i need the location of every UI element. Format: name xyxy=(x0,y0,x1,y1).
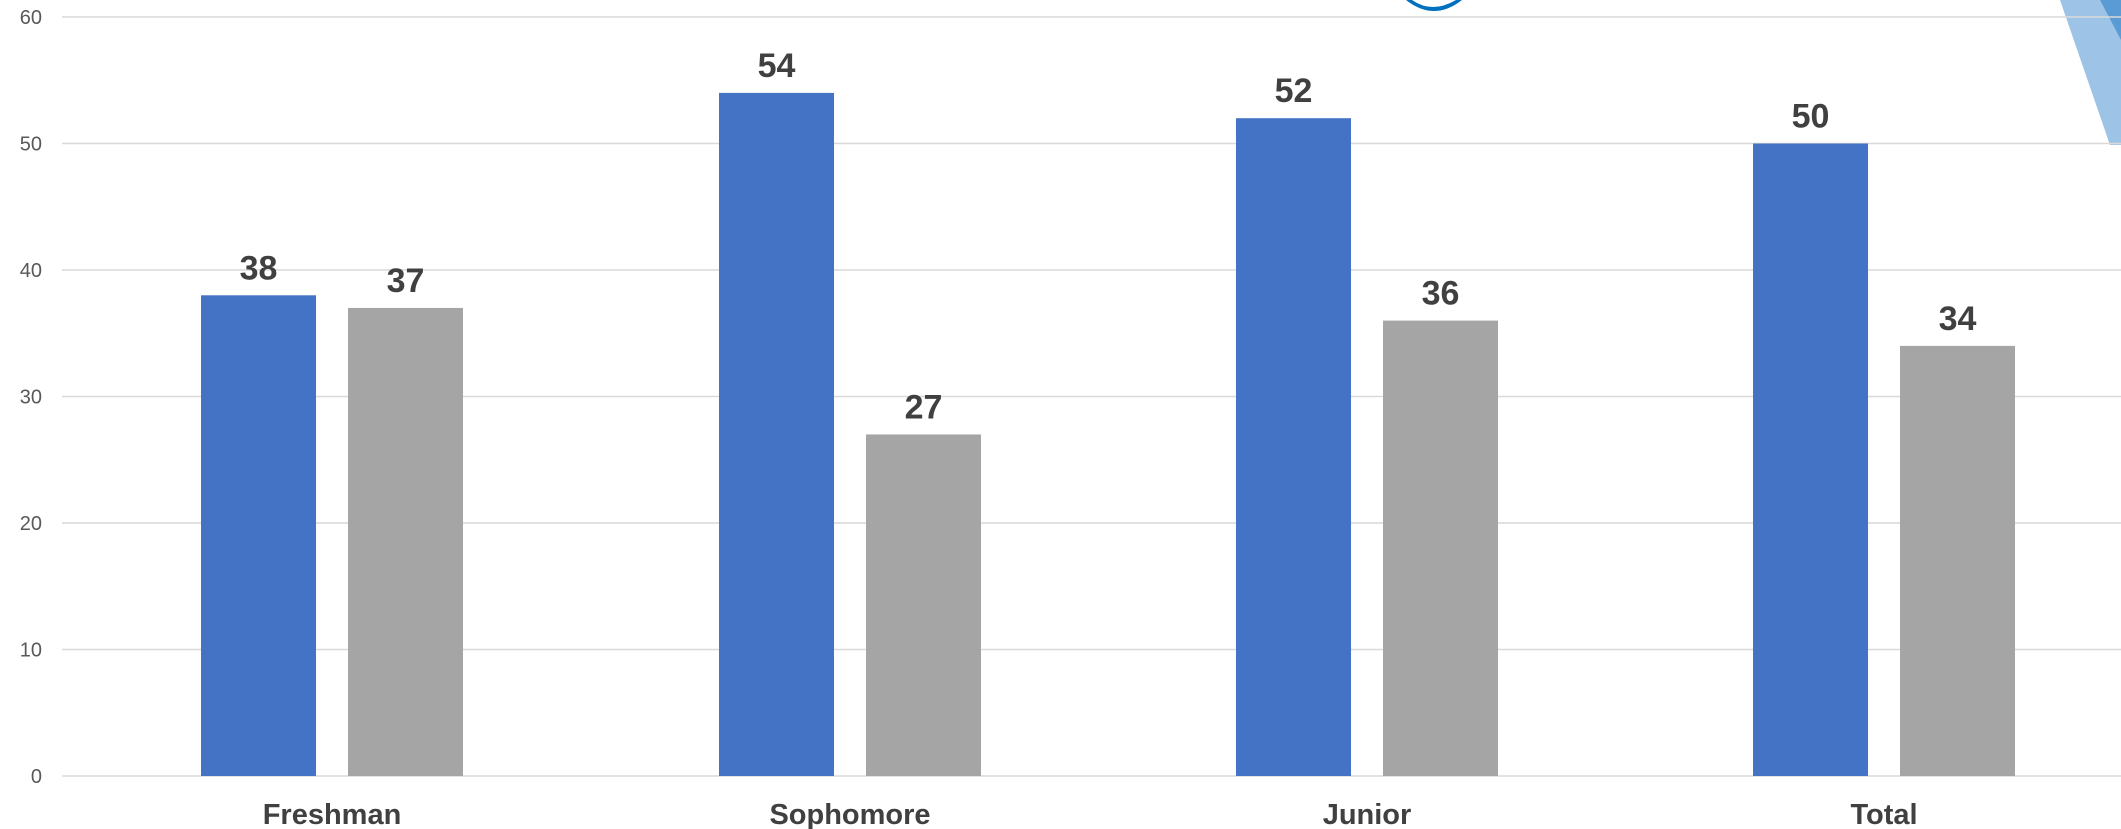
bar xyxy=(1236,118,1351,776)
data-label: 38 xyxy=(240,249,278,287)
bar xyxy=(1900,345,2015,776)
title-fragment xyxy=(1406,0,1462,11)
category-label: Junior xyxy=(1323,799,1412,829)
data-label: 36 xyxy=(1422,275,1460,313)
bars xyxy=(201,92,2015,776)
data-label: 34 xyxy=(1939,300,1977,338)
category-label: Sophomore xyxy=(769,799,930,829)
y-tick-label: 40 xyxy=(20,260,42,282)
corner-decoration-dark xyxy=(2100,0,2121,40)
bar xyxy=(1383,320,1498,776)
y-tick-label: 60 xyxy=(20,7,42,29)
category-label: Freshman xyxy=(263,799,402,829)
category-label: Total xyxy=(1850,799,1917,829)
y-tick-label: 50 xyxy=(20,134,42,156)
y-tick-label: 0 xyxy=(31,766,42,788)
bar xyxy=(1753,143,1868,776)
bar xyxy=(201,295,316,776)
data-labels: 38 37 54 27 52 36 50 34 xyxy=(240,47,1977,427)
y-tick-label: 30 xyxy=(20,387,42,409)
data-label: 27 xyxy=(905,388,943,426)
category-labels: Freshman Sophomore Junior Total xyxy=(263,799,1918,829)
data-label: 37 xyxy=(387,262,425,300)
y-tick-label: 10 xyxy=(20,640,42,662)
data-label: 52 xyxy=(1275,72,1313,110)
bar xyxy=(719,92,834,776)
bar xyxy=(348,307,463,776)
data-label: 50 xyxy=(1792,98,1830,136)
data-label: 54 xyxy=(758,47,796,85)
y-tick-label: 20 xyxy=(20,513,42,535)
bar xyxy=(866,434,981,776)
y-axis-ticks: 0 10 20 30 40 50 60 xyxy=(20,7,42,788)
corner-decoration-light xyxy=(2060,0,2121,145)
